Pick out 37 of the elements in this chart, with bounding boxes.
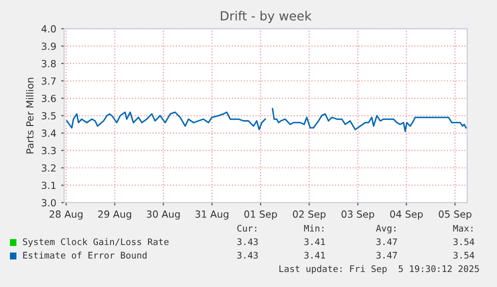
y-tick-label: 3.1 (42, 182, 56, 190)
x-tick-label: 04 Sep (390, 210, 423, 220)
y-tick-label: 3.9 (42, 42, 56, 50)
x-tick-label: 30 Aug (146, 210, 180, 220)
x-tick-label: 28 Aug (50, 210, 82, 220)
y-tick-label: 3.2 (42, 164, 56, 172)
y-tick-label: 3.5 (42, 112, 56, 120)
y-axis-title: Parts Per Million (26, 78, 34, 154)
text: 3.47 (376, 238, 397, 246)
x-tick-label: 29 Aug (98, 210, 132, 220)
y-tick-label: 3.4 (42, 130, 56, 137)
text: Min: (304, 224, 324, 232)
x-tick-label: 03 Sep (342, 210, 374, 220)
y-tick-label: 3.0 (42, 199, 56, 206)
x-tick-label: 02 Sep (292, 210, 326, 220)
text: 3.47 (376, 252, 397, 259)
legend-label: Estimate of Error Bound (23, 252, 147, 259)
x-tick-label: 05 Sep (438, 210, 472, 220)
text: 3.41 (304, 252, 325, 259)
text: 3.54 (454, 252, 474, 259)
text: Avg: (376, 224, 396, 234)
text: Cur: (237, 224, 256, 232)
x-tick-label: 01 Sep (244, 210, 277, 220)
y-tick-label: 3.8 (42, 60, 56, 68)
legend-label: System Clock Gain/Loss Rate (22, 238, 169, 247)
x-tick-label: 31 Aug (195, 210, 228, 220)
chart-title: Drift - by week (220, 10, 312, 23)
y-tick-label: 3.3 (42, 146, 56, 154)
text: Max: (453, 224, 472, 232)
text: Last update: Fri Sep 5 19:30:12 2025 (279, 265, 479, 274)
text: 3.43 (237, 252, 258, 259)
text: 3.43 (237, 238, 258, 246)
y-tick-label: 4.0 (41, 25, 56, 33)
y-tick-label: 3.7 (42, 77, 56, 85)
text: 3.41 (304, 238, 325, 246)
y-tick-label: 3.6 (42, 94, 56, 102)
text: 3.54 (454, 238, 474, 246)
